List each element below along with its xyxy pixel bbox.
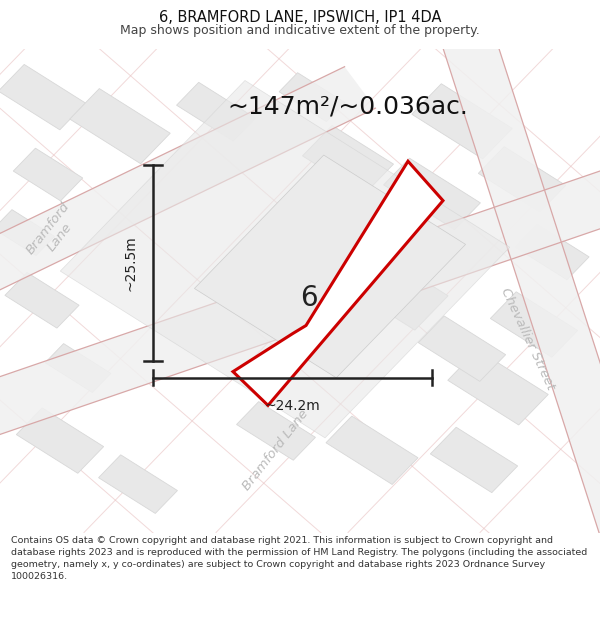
Polygon shape — [16, 408, 104, 473]
Polygon shape — [0, 67, 376, 311]
Polygon shape — [0, 209, 55, 256]
Text: 6: 6 — [300, 284, 318, 312]
Polygon shape — [430, 428, 518, 493]
Text: 6, BRAMFORD LANE, IPSWICH, IP1 4DA: 6, BRAMFORD LANE, IPSWICH, IP1 4DA — [159, 10, 441, 25]
Polygon shape — [383, 158, 481, 229]
Polygon shape — [0, 155, 600, 451]
Text: Map shows position and indicative extent of the property.: Map shows position and indicative extent… — [120, 24, 480, 36]
Text: Bramford Lane: Bramford Lane — [241, 408, 311, 493]
Text: Chevallier Street: Chevallier Street — [499, 286, 557, 392]
Text: ~25.5m: ~25.5m — [124, 235, 138, 291]
Polygon shape — [194, 155, 466, 378]
Polygon shape — [442, 34, 600, 548]
Polygon shape — [13, 148, 83, 201]
Polygon shape — [60, 81, 510, 438]
Polygon shape — [5, 272, 79, 328]
Polygon shape — [418, 316, 506, 381]
Polygon shape — [233, 161, 443, 406]
Polygon shape — [0, 64, 86, 130]
Polygon shape — [279, 72, 345, 121]
Polygon shape — [70, 89, 170, 164]
Text: Bramford
Lane: Bramford Lane — [24, 199, 84, 266]
Text: Contains OS data © Crown copyright and database right 2021. This information is : Contains OS data © Crown copyright and d… — [11, 536, 587, 581]
Polygon shape — [490, 292, 578, 357]
Polygon shape — [344, 251, 448, 330]
Text: ~147m²/~0.036ac.: ~147m²/~0.036ac. — [227, 95, 469, 119]
Polygon shape — [515, 224, 589, 280]
Polygon shape — [326, 416, 418, 484]
Polygon shape — [302, 126, 394, 194]
Polygon shape — [236, 402, 316, 460]
Polygon shape — [176, 82, 256, 141]
Text: ~24.2m: ~24.2m — [265, 399, 320, 414]
Polygon shape — [478, 147, 566, 212]
Polygon shape — [45, 344, 111, 392]
Polygon shape — [98, 455, 178, 513]
Polygon shape — [412, 84, 512, 159]
Polygon shape — [448, 350, 548, 425]
